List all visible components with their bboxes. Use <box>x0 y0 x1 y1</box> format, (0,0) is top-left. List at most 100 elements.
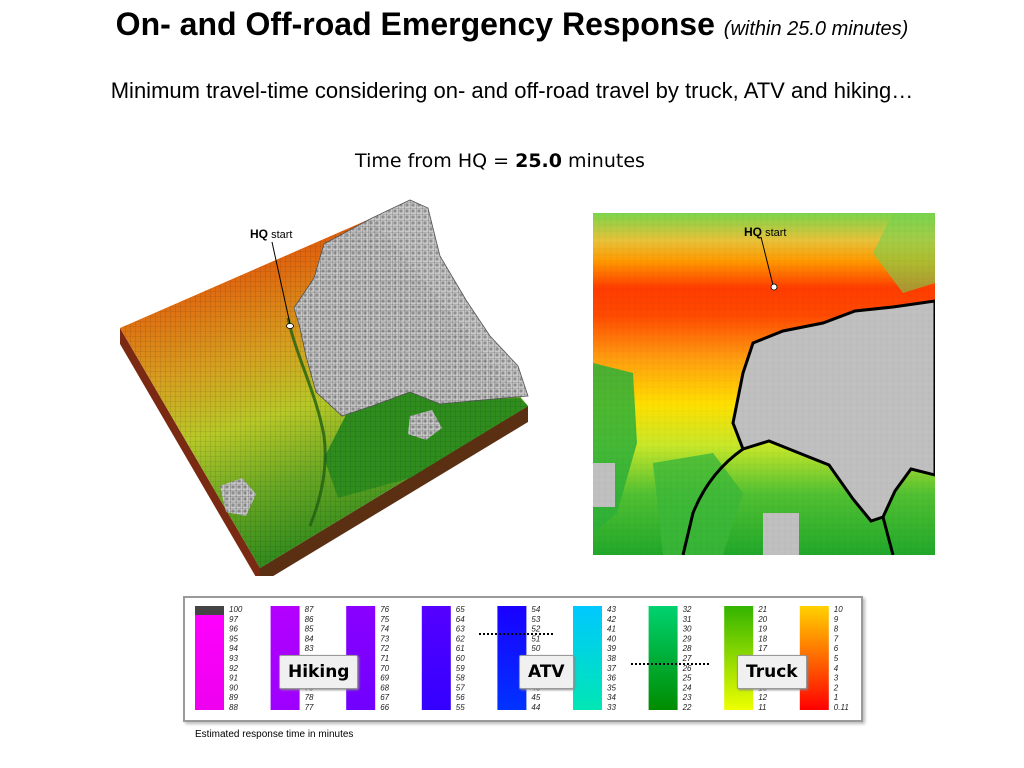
legend-value-label: 93 <box>229 654 238 663</box>
legend-value-label: 55 <box>456 703 465 712</box>
terrain-river <box>286 317 327 527</box>
legend-value-label: 83 <box>305 644 314 653</box>
legend-value-label: 62 <box>456 634 465 643</box>
legend-value-label: 84 <box>305 634 314 643</box>
legend-value-label: 89 <box>229 693 238 702</box>
terrain-right-wall <box>260 406 528 584</box>
legend-value-label: 27 <box>682 654 692 663</box>
legend-value-label: 78 <box>305 693 314 702</box>
legend-value-label: 18 <box>758 634 767 643</box>
legend-value-label: 50 <box>531 644 540 653</box>
terrain-2d-map: HQ start <box>593 213 937 556</box>
legend-value-label: 32 <box>683 605 692 614</box>
terrain-grid <box>120 218 528 568</box>
legend-value-label: 25 <box>682 674 692 683</box>
legend-value-label: 0.11 <box>834 703 849 712</box>
legend-value-label: 65 <box>456 605 465 614</box>
legend-value-label: 9 <box>834 615 839 624</box>
legend-value-label: 33 <box>607 703 616 712</box>
tag-hiking: Hiking <box>279 655 359 689</box>
legend-value-label: 21 <box>757 605 767 614</box>
title-main: On- and Off-road Emergency Response <box>115 6 715 42</box>
legend-value-label: 23 <box>682 693 692 702</box>
time-from-hq: Time from HQ = 25.0 minutes <box>0 150 1000 172</box>
terrain-3d-view: HQ start <box>110 196 550 584</box>
legend-value-label: 75 <box>380 615 389 624</box>
legend-value-label: 96 <box>229 625 238 634</box>
legend-value-label: 61 <box>456 644 465 653</box>
legend-value-label: 12 <box>758 693 767 702</box>
legend-value-label: 91 <box>229 674 238 683</box>
legend-value-label: 53 <box>531 615 540 624</box>
legend-value-label: 38 <box>607 654 616 663</box>
map-pixel-grid <box>593 213 935 555</box>
legend-value-label: 7 <box>834 634 839 643</box>
hq-label-bold: HQ <box>744 225 762 239</box>
slide-title: On- and Off-road Emergency Response (wit… <box>0 6 1024 43</box>
legend-value-label: 42 <box>607 615 616 624</box>
legend-value-label: 41 <box>607 625 616 634</box>
legend-value-label: 94 <box>229 644 238 653</box>
legend-value-label: 58 <box>456 674 465 683</box>
legend-value-label: 51 <box>531 634 540 643</box>
legend-value-label: 40 <box>607 634 616 643</box>
legend-value-label: 6 <box>834 644 839 653</box>
legend-value-label: 87 <box>305 605 314 614</box>
legend-value-label: 56 <box>456 693 465 702</box>
time-prefix: Time from HQ = <box>355 150 516 172</box>
legend-color-bar <box>421 606 451 710</box>
legend-value-label: 85 <box>305 625 314 634</box>
legend-value-label: 90 <box>229 683 238 692</box>
legend-value-label: 60 <box>456 654 465 663</box>
legend-value-label: 5 <box>834 654 839 663</box>
map-2d-svg <box>593 213 937 556</box>
legend-value-label: 34 <box>607 693 616 702</box>
legend-value-label: 69 <box>380 674 389 683</box>
hq-label-3d: HQ start <box>250 227 292 241</box>
legend-no-data-swatch <box>195 606 224 615</box>
title-note: (within 25.0 minutes) <box>723 18 909 40</box>
terrain-left-wall <box>120 328 260 584</box>
legend-value-label: 73 <box>380 634 389 643</box>
legend-value-label: 68 <box>380 683 389 692</box>
legend-value-label: 1 <box>834 693 838 702</box>
legend-value-label: 28 <box>682 644 692 653</box>
legend-value-label: 35 <box>607 683 616 692</box>
legend-color-bar <box>195 606 224 710</box>
legend-value-label: 31 <box>683 615 692 624</box>
legend-value-label: 30 <box>683 625 692 634</box>
hq-marker-3d <box>286 323 294 329</box>
legend-caption: Estimated response time in minutes <box>195 729 354 740</box>
hq-leader-line-2d <box>760 236 774 286</box>
legend-value-label: 20 <box>757 615 767 624</box>
legend-value-label: 11 <box>758 703 766 712</box>
time-legend: 1009796959493929190898887868584838281807… <box>183 596 863 722</box>
legend-value-label: 63 <box>456 625 465 634</box>
legend-value-label: 92 <box>229 664 238 673</box>
hq-label-start: start <box>271 229 293 241</box>
legend-value-label: 2 <box>833 683 839 692</box>
legend-value-label: 66 <box>380 703 389 712</box>
legend-value-label: 8 <box>834 625 839 634</box>
legend-value-label: 54 <box>531 605 540 614</box>
legend-value-label: 57 <box>456 683 465 692</box>
legend-value-label: 70 <box>380 664 389 673</box>
legend-value-label: 71 <box>380 654 389 663</box>
legend-value-label: 59 <box>456 664 465 673</box>
legend-value-label: 88 <box>229 703 238 712</box>
tag-truck: Truck <box>737 655 807 689</box>
legend-value-label: 22 <box>682 703 692 712</box>
legend-value-label: 19 <box>758 625 767 634</box>
legend-value-label: 45 <box>531 693 540 702</box>
hq-label-bold: HQ <box>250 227 268 241</box>
legend-value-label: 72 <box>380 644 389 653</box>
time-value: 25.0 <box>515 150 562 172</box>
time-suffix: minutes <box>561 150 645 172</box>
legend-value-label: 17 <box>758 644 767 653</box>
legend-value-label: 86 <box>305 615 314 624</box>
legend-value-label: 64 <box>456 615 465 624</box>
legend-value-label: 39 <box>607 644 616 653</box>
tag-atv: ATV <box>519 655 574 689</box>
legend-value-label: 43 <box>607 605 616 614</box>
legend-value-label: 37 <box>607 664 616 673</box>
